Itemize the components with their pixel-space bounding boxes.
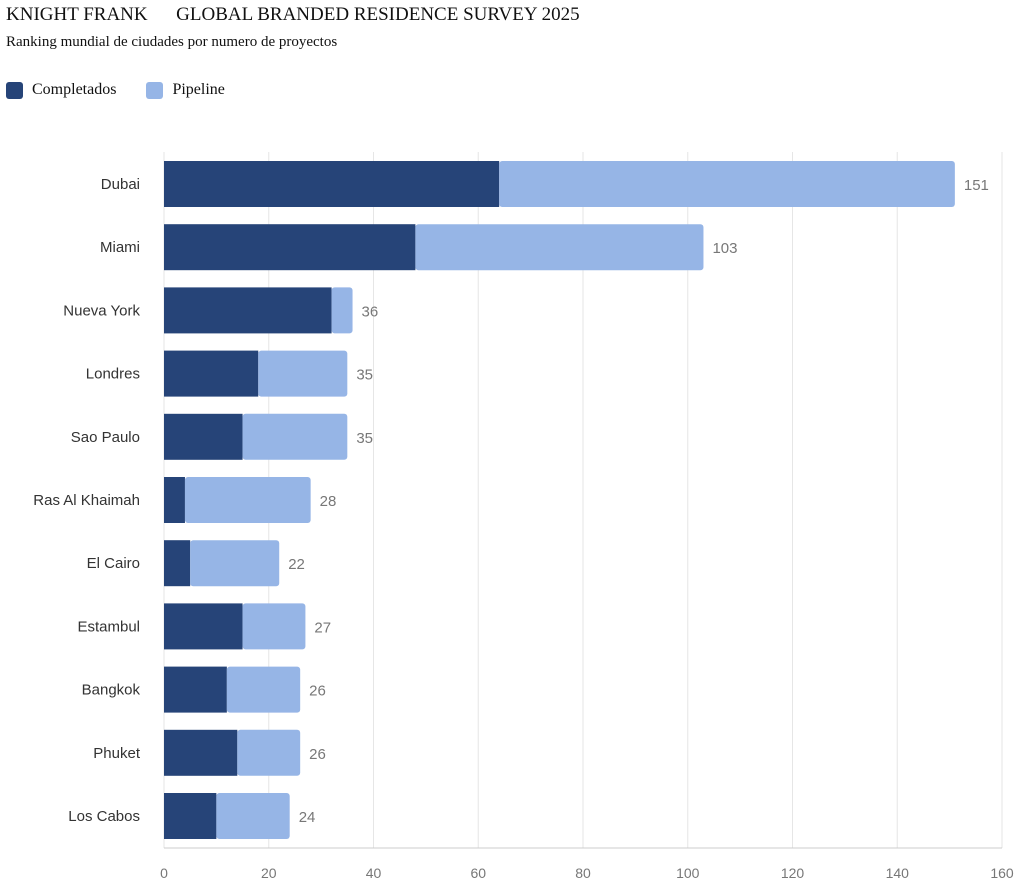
- x-tick-label: 60: [470, 865, 486, 881]
- total-label: 24: [299, 809, 316, 826]
- bar-completados: [164, 729, 238, 776]
- total-label: 28: [320, 493, 337, 510]
- x-tick-label: 120: [781, 865, 805, 881]
- chart-subtitle: Ranking mundial de ciudades por numero d…: [6, 34, 338, 50]
- legend-item-pipeline[interactable]: Pipeline: [146, 81, 225, 99]
- brand-name: KNIGHT FRANK: [6, 4, 148, 25]
- category-label: Estambul: [77, 618, 140, 635]
- x-tick-label: 100: [676, 865, 700, 881]
- x-tick-label: 40: [366, 865, 382, 881]
- category-label: Ras Al Khaimah: [33, 492, 140, 509]
- x-tick-label: 160: [990, 865, 1014, 881]
- total-label: 35: [356, 367, 373, 384]
- bar-completados: [164, 666, 227, 713]
- bar-pipeline: [242, 603, 306, 650]
- chart-title: KNIGHT FRANK GLOBAL BRANDED RESIDENCE SU…: [6, 4, 580, 26]
- category-label: Los Cabos: [68, 808, 140, 825]
- bar-completados: [164, 287, 332, 334]
- category-label: Phuket: [93, 745, 141, 762]
- total-label: 36: [362, 303, 379, 320]
- category-label: Miami: [100, 239, 140, 256]
- legend-item-completados[interactable]: Completados: [6, 81, 116, 99]
- total-label: 35: [356, 430, 373, 447]
- category-label: El Cairo: [87, 555, 140, 572]
- category-label: Nueva York: [63, 302, 140, 319]
- total-label: 26: [309, 683, 326, 700]
- total-label: 27: [314, 619, 331, 636]
- x-tick-label: 0: [160, 865, 168, 881]
- survey-title: GLOBAL BRANDED RESIDENCE SURVEY 2025: [176, 4, 580, 25]
- bar-completados: [164, 413, 243, 460]
- bar-completados: [164, 603, 243, 650]
- category-label: Sao Paulo: [71, 429, 140, 446]
- legend-label: Pipeline: [172, 81, 225, 98]
- bar-completados: [164, 540, 191, 587]
- bar-completados: [164, 350, 259, 397]
- bar-pipeline: [237, 729, 301, 776]
- legend-swatch: [146, 81, 164, 99]
- bar-pipeline: [184, 477, 311, 523]
- bar-completados: [164, 793, 217, 839]
- legend-label: Completados: [32, 81, 117, 98]
- legend-swatch: [6, 81, 23, 99]
- bar-pipeline: [499, 161, 955, 207]
- bar-completados: [164, 161, 500, 207]
- category-label: Bangkok: [82, 682, 141, 699]
- legend: Completados Pipeline: [6, 81, 255, 99]
- total-label: 151: [964, 177, 989, 194]
- category-label: Dubai: [101, 176, 140, 193]
- x-tick-label: 140: [886, 865, 910, 881]
- bar-pipeline: [331, 287, 353, 334]
- category-label: Londres: [86, 366, 140, 383]
- bar-completados: [164, 477, 185, 523]
- x-tick-label: 20: [261, 865, 277, 881]
- bar-pipeline: [242, 413, 348, 460]
- bar-pipeline: [415, 224, 704, 271]
- total-label: 22: [288, 556, 305, 573]
- bar-pipeline: [216, 793, 290, 839]
- bar-pipeline: [190, 540, 280, 587]
- x-tick-label: 80: [575, 865, 591, 881]
- bar-pipeline: [226, 666, 301, 713]
- total-label: 103: [712, 240, 737, 257]
- bar-pipeline: [258, 350, 348, 397]
- total-label: 26: [309, 746, 326, 763]
- bar-completados: [164, 224, 416, 271]
